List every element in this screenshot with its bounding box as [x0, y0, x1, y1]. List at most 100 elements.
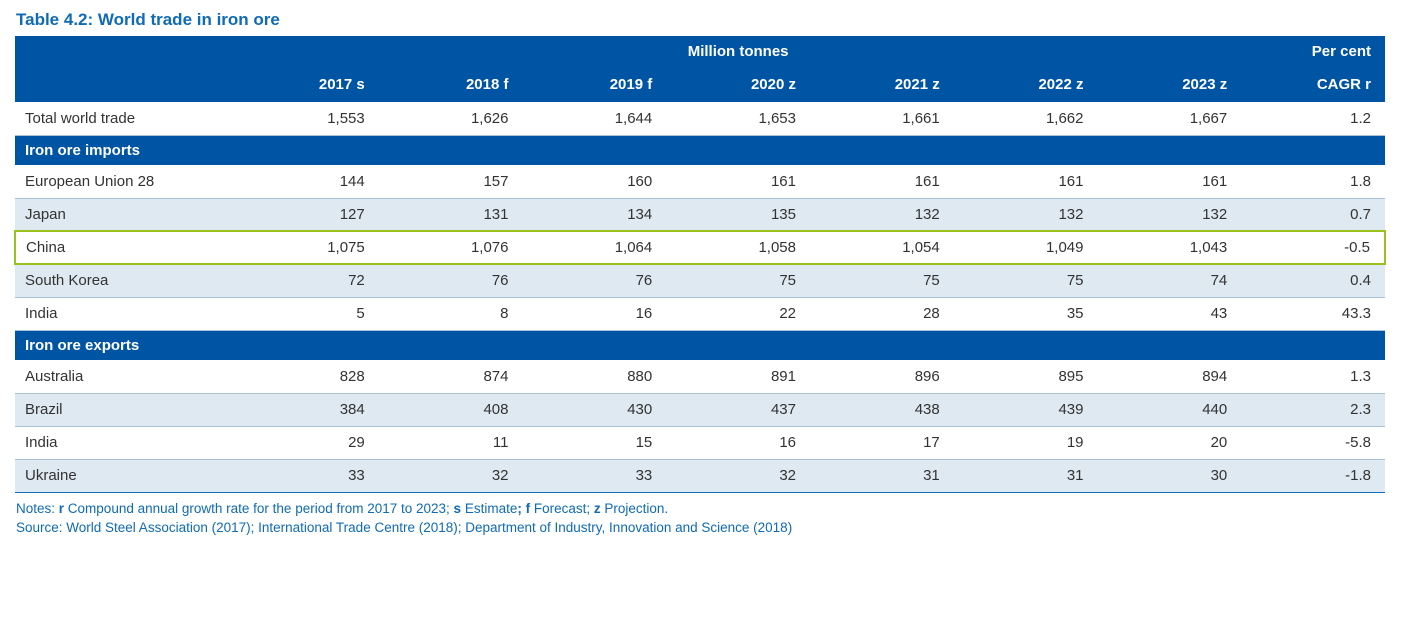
header-group-per-cent: Per cent: [1241, 36, 1385, 66]
cell: 160: [523, 165, 667, 198]
row-label: China: [15, 231, 235, 264]
cell: 161: [666, 165, 810, 198]
cell: 32: [666, 459, 810, 492]
table-title: Table 4.2: World trade in iron ore: [16, 10, 1386, 30]
cell: 135: [666, 198, 810, 231]
cell: 8: [379, 297, 523, 330]
cell: 43: [1098, 297, 1242, 330]
table-notes: Notes: r Compound annual growth rate for…: [14, 499, 1386, 538]
cell: 2.3: [1241, 393, 1385, 426]
cell: 828: [235, 360, 379, 393]
cell: 1,553: [235, 102, 379, 135]
cell: 43.3: [1241, 297, 1385, 330]
table-row: South Korea 72 76 76 75 75 75 74 0.4: [15, 264, 1385, 297]
cell: 430: [523, 393, 667, 426]
cell: 1,075: [235, 231, 379, 264]
col-2020z: 2020 z: [666, 66, 810, 102]
cell: 72: [235, 264, 379, 297]
cell: 408: [379, 393, 523, 426]
table-row: Japan 127 131 134 135 132 132 132 0.7: [15, 198, 1385, 231]
notes-line-1: Notes: r Compound annual growth rate for…: [16, 499, 1386, 519]
cell: 157: [379, 165, 523, 198]
cell: 20: [1098, 426, 1242, 459]
section-header-imports: Iron ore imports: [15, 135, 1385, 165]
cell: 896: [810, 360, 954, 393]
table-row: Brazil 384 408 430 437 438 439 440 2.3: [15, 393, 1385, 426]
cell: 16: [523, 297, 667, 330]
cell: 161: [810, 165, 954, 198]
cell: 132: [954, 198, 1098, 231]
cell: 31: [954, 459, 1098, 492]
cell: 440: [1098, 393, 1242, 426]
cell: 439: [954, 393, 1098, 426]
cell: -1.8: [1241, 459, 1385, 492]
row-label: India: [15, 426, 235, 459]
cell: 35: [954, 297, 1098, 330]
cell: 1,076: [379, 231, 523, 264]
cell: 1,661: [810, 102, 954, 135]
cell: 1,644: [523, 102, 667, 135]
table-row: Australia 828 874 880 891 896 895 894 1.…: [15, 360, 1385, 393]
cell: 1,662: [954, 102, 1098, 135]
cell: 29: [235, 426, 379, 459]
cell: 1,058: [666, 231, 810, 264]
cell: 76: [379, 264, 523, 297]
cell: 19: [954, 426, 1098, 459]
cell: 437: [666, 393, 810, 426]
cell: 132: [1098, 198, 1242, 231]
table-row: Ukraine 33 32 33 32 31 31 30 -1.8: [15, 459, 1385, 492]
cell: -5.8: [1241, 426, 1385, 459]
col-2019f: 2019 f: [523, 66, 667, 102]
header-group-million-tonnes: Million tonnes: [235, 36, 1241, 66]
row-label: Japan: [15, 198, 235, 231]
cell: 161: [1098, 165, 1242, 198]
cell: 1,626: [379, 102, 523, 135]
row-label: Australia: [15, 360, 235, 393]
iron-ore-trade-table: Million tonnes Per cent 2017 s 2018 f 20…: [14, 36, 1386, 493]
cell: 895: [954, 360, 1098, 393]
cell: 1,064: [523, 231, 667, 264]
cell: 76: [523, 264, 667, 297]
cell: 74: [1098, 264, 1242, 297]
cell: 31: [810, 459, 954, 492]
notes-line-2: Source: World Steel Association (2017); …: [16, 518, 1386, 538]
cell: 384: [235, 393, 379, 426]
cell: 1,054: [810, 231, 954, 264]
cell: 161: [954, 165, 1098, 198]
table-row-highlight-china: China 1,075 1,076 1,064 1,058 1,054 1,04…: [15, 231, 1385, 264]
table-row: European Union 28 144 157 160 161 161 16…: [15, 165, 1385, 198]
cell: 17: [810, 426, 954, 459]
cell: 894: [1098, 360, 1242, 393]
cell: 11: [379, 426, 523, 459]
cell: -0.5: [1241, 231, 1385, 264]
cell: 33: [523, 459, 667, 492]
col-2023z: 2023 z: [1098, 66, 1242, 102]
row-label: South Korea: [15, 264, 235, 297]
cell: 0.4: [1241, 264, 1385, 297]
cell: 1.8: [1241, 165, 1385, 198]
cell: 32: [379, 459, 523, 492]
col-2022z: 2022 z: [954, 66, 1098, 102]
cell: 880: [523, 360, 667, 393]
section-header-exports: Iron ore exports: [15, 330, 1385, 360]
cell: 16: [666, 426, 810, 459]
cell: 891: [666, 360, 810, 393]
cell: 874: [379, 360, 523, 393]
table-header-columns: 2017 s 2018 f 2019 f 2020 z 2021 z 2022 …: [15, 66, 1385, 102]
table-row: India 5 8 16 22 28 35 43 43.3: [15, 297, 1385, 330]
cell: 134: [523, 198, 667, 231]
table-row: Total world trade 1,553 1,626 1,644 1,65…: [15, 102, 1385, 135]
cell: 144: [235, 165, 379, 198]
row-label: European Union 28: [15, 165, 235, 198]
cell: 22: [666, 297, 810, 330]
table-header-groups: Million tonnes Per cent: [15, 36, 1385, 66]
cell: 1,653: [666, 102, 810, 135]
cell: 75: [954, 264, 1098, 297]
cell: 5: [235, 297, 379, 330]
col-2021z: 2021 z: [810, 66, 954, 102]
cell: 75: [666, 264, 810, 297]
cell: 33: [235, 459, 379, 492]
row-label: Total world trade: [15, 102, 235, 135]
row-label: Ukraine: [15, 459, 235, 492]
col-2018f: 2018 f: [379, 66, 523, 102]
